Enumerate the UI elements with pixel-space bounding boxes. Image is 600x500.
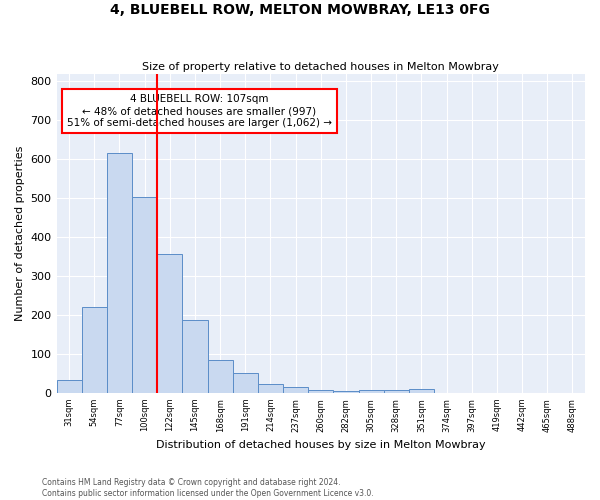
Bar <box>82 308 107 393</box>
Bar <box>107 154 132 393</box>
Bar <box>182 320 208 393</box>
Bar <box>334 391 359 393</box>
Bar <box>233 372 258 393</box>
Bar <box>157 254 182 393</box>
Text: Contains HM Land Registry data © Crown copyright and database right 2024.
Contai: Contains HM Land Registry data © Crown c… <box>42 478 374 498</box>
Text: 4, BLUEBELL ROW, MELTON MOWBRAY, LE13 0FG: 4, BLUEBELL ROW, MELTON MOWBRAY, LE13 0F… <box>110 2 490 16</box>
Title: Size of property relative to detached houses in Melton Mowbray: Size of property relative to detached ho… <box>142 62 499 72</box>
Bar <box>283 388 308 393</box>
Bar <box>359 390 383 393</box>
Bar <box>383 390 409 393</box>
Bar <box>308 390 334 393</box>
Bar <box>132 197 157 393</box>
X-axis label: Distribution of detached houses by size in Melton Mowbray: Distribution of detached houses by size … <box>156 440 485 450</box>
Bar <box>258 384 283 393</box>
Bar <box>56 380 82 393</box>
Y-axis label: Number of detached properties: Number of detached properties <box>15 146 25 321</box>
Bar <box>208 360 233 393</box>
Text: 4 BLUEBELL ROW: 107sqm
← 48% of detached houses are smaller (997)
51% of semi-de: 4 BLUEBELL ROW: 107sqm ← 48% of detached… <box>67 94 332 128</box>
Bar <box>409 389 434 393</box>
